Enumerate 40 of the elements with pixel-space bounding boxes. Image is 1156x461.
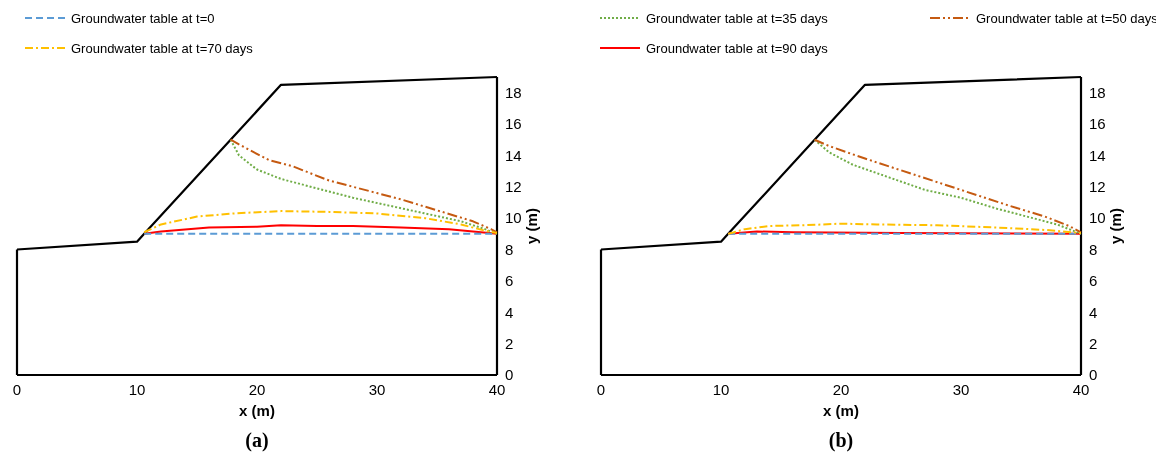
legend-label: Groundwater table at t=70 days xyxy=(71,40,254,56)
y-tick-label: 18 xyxy=(1089,83,1106,101)
text: (b) xyxy=(828,429,854,452)
legend-label: Groundwater table at t=35 days xyxy=(646,10,829,26)
y-tick-label: 10 xyxy=(505,209,522,227)
y-tick-label: 8 xyxy=(1089,240,1098,258)
x-tick-label: 20 xyxy=(248,381,266,398)
y-tick-label: 12 xyxy=(1089,178,1106,196)
x-axis-title: x (m) xyxy=(239,402,275,419)
x-tick-label: 0 xyxy=(596,381,606,398)
y-tick-label: 18 xyxy=(505,83,522,101)
y-tick-label: 0 xyxy=(505,366,514,384)
x-tick-label: 0 xyxy=(12,381,22,398)
x-axis-title: x (m) xyxy=(823,402,859,419)
y-tick-label: 2 xyxy=(505,334,514,352)
y-axis-title: y (m) xyxy=(523,208,540,244)
x-tick-label: 30 xyxy=(368,381,386,398)
text: (a) xyxy=(245,429,269,452)
x-tick-label: 40 xyxy=(488,381,506,398)
x-tick-label: 10 xyxy=(712,381,730,398)
y-tick-label: 12 xyxy=(505,178,522,196)
y-tick-label: 0 xyxy=(1089,366,1098,384)
x-tick-label: 40 xyxy=(1072,381,1090,398)
y-tick-label: 6 xyxy=(1089,272,1098,290)
y-tick-label: 14 xyxy=(505,146,522,164)
legend-label: Groundwater table at t=0 xyxy=(71,10,215,26)
y-tick-label: 10 xyxy=(1089,209,1106,227)
y-tick-label: 6 xyxy=(505,272,514,290)
x-tick-label: 30 xyxy=(952,381,970,398)
x-tick-label: 10 xyxy=(128,381,146,398)
y-tick-label: 16 xyxy=(1089,115,1106,133)
y-tick-label: 2 xyxy=(1089,334,1098,352)
legend-label: Groundwater table at t=90 days xyxy=(646,40,829,56)
y-axis-title: y (m) xyxy=(1107,208,1124,244)
x-tick-label: 20 xyxy=(832,381,850,398)
y-tick-label: 14 xyxy=(1089,146,1106,164)
y-tick-label: 4 xyxy=(1089,303,1098,321)
y-tick-label: 16 xyxy=(505,115,522,133)
y-tick-label: 4 xyxy=(505,303,514,321)
y-tick-label: 8 xyxy=(505,240,514,258)
